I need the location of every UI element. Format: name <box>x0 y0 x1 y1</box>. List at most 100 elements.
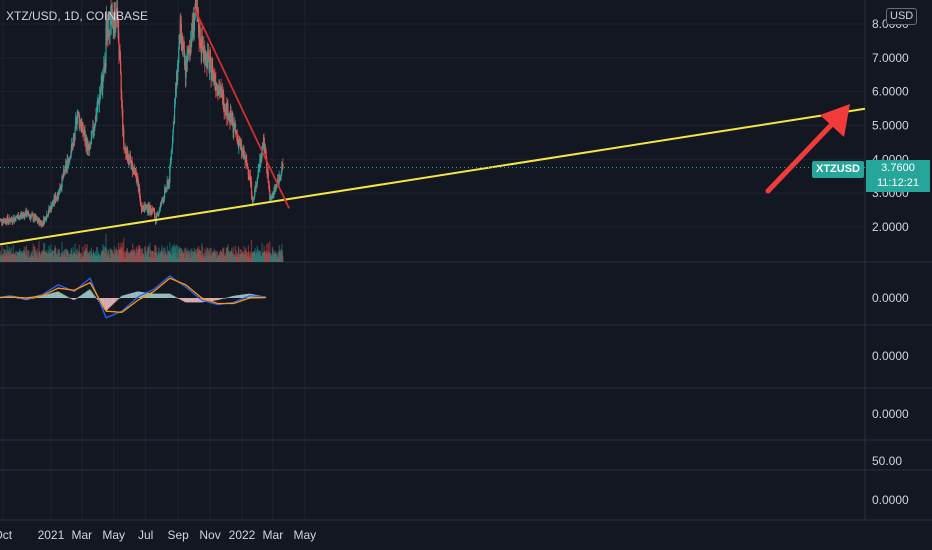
macd-histogram-bar <box>129 293 132 298</box>
macd-histogram-bar <box>154 293 156 298</box>
volume-bar <box>50 244 52 262</box>
candle-body <box>280 175 282 180</box>
volume-bar <box>10 255 12 262</box>
volume-bar <box>174 248 176 262</box>
volume-bar <box>275 253 277 262</box>
volume-bar <box>225 255 227 262</box>
candle-body <box>112 13 114 28</box>
candle-body <box>165 188 167 192</box>
volume-bar <box>232 246 234 262</box>
volume-bar <box>61 241 63 262</box>
volume-bar <box>130 250 132 262</box>
volume-bar <box>125 251 128 262</box>
volume-bar <box>25 245 28 262</box>
currency-badge[interactable]: USD <box>886 8 918 25</box>
macd-histogram-bar <box>77 296 80 298</box>
volume-bar <box>134 249 136 262</box>
volume-bar <box>199 250 201 262</box>
volume-bar <box>118 249 120 262</box>
volume-bar <box>94 255 96 262</box>
macd-histogram-bar <box>181 298 184 301</box>
time-axis[interactable]: Oct 2021 Mar May Jul Sep Nov 2022 Mar May <box>0 528 316 542</box>
volume-bar <box>194 249 197 262</box>
volume-bar <box>86 250 88 262</box>
volume-bar <box>171 255 173 262</box>
volume-bar <box>104 246 106 262</box>
volume-bar <box>198 246 200 262</box>
volume-bar <box>117 255 119 262</box>
volume-bar <box>98 251 100 262</box>
volume-bar <box>99 254 101 262</box>
volume-bar <box>197 247 199 262</box>
volume-bar <box>25 247 27 262</box>
x-tick-label: May <box>102 528 125 542</box>
candle-body <box>249 175 252 183</box>
volume-bar <box>50 252 53 262</box>
macd-histogram-bar <box>139 291 141 298</box>
volume-bar <box>254 250 256 262</box>
candle-body <box>242 149 244 151</box>
candle-body <box>32 215 34 221</box>
volume-bar <box>212 250 214 262</box>
macd-histogram-bar <box>114 298 117 302</box>
volume-bar <box>154 253 156 262</box>
volume-bar <box>146 247 148 262</box>
volume-bar <box>139 245 141 262</box>
volume-bar <box>251 252 254 262</box>
volume-bar <box>232 253 234 262</box>
volume-bar <box>37 258 39 262</box>
volume-bar <box>5 252 8 262</box>
candle-body <box>82 122 84 133</box>
volume-bar <box>171 246 174 262</box>
macd-histogram-bar <box>150 293 152 298</box>
macd-histogram-bar <box>90 290 92 298</box>
macd-pane <box>0 275 267 319</box>
candle-body <box>78 114 80 126</box>
volume-bar <box>9 252 11 262</box>
volume-bar <box>27 249 30 262</box>
volume-bar <box>88 252 90 262</box>
candle-body <box>259 159 261 168</box>
candle-body <box>72 142 74 150</box>
x-tick-label: Mar <box>71 528 92 542</box>
volume-bar <box>260 255 262 262</box>
volume-bar <box>149 249 152 262</box>
volume-bar <box>250 257 252 262</box>
candle-body <box>153 210 155 212</box>
macd-histogram-bar <box>35 297 38 298</box>
volume-bar <box>257 249 259 262</box>
volume-bar <box>124 258 126 262</box>
candle-body <box>210 58 212 79</box>
macd-histogram-bar <box>42 295 45 298</box>
candle-body <box>233 124 235 129</box>
volume-bar <box>79 252 81 262</box>
volume-bar <box>260 256 263 262</box>
volume-bar <box>133 249 135 262</box>
volume-bar <box>192 251 195 262</box>
candle-body <box>31 215 33 217</box>
candle-body <box>135 172 137 178</box>
macd-histogram-bar <box>17 298 20 299</box>
candle-body <box>25 210 28 216</box>
macd-histogram-bar <box>81 294 84 298</box>
volume-bar <box>69 254 71 262</box>
macd-histogram-bar <box>109 298 111 308</box>
candle-body <box>215 87 218 89</box>
candle-body <box>171 142 174 149</box>
volume-bar <box>245 247 247 262</box>
symbol-title[interactable]: XTZ/USD, 1D, COINBASE <box>6 9 149 23</box>
volume-bar <box>243 253 245 262</box>
volume-bar <box>30 255 32 262</box>
volume-bar <box>261 243 263 262</box>
candle-body <box>70 153 72 159</box>
macd-histogram-bar <box>83 293 85 298</box>
volume-bar <box>56 255 58 262</box>
volume-bar <box>221 251 223 262</box>
candle-body <box>247 166 249 169</box>
candle-body <box>121 100 123 110</box>
volume-bar <box>274 254 276 262</box>
candle-body <box>253 196 255 200</box>
macd-histogram-bar <box>34 297 36 299</box>
volume-bar <box>128 252 130 262</box>
